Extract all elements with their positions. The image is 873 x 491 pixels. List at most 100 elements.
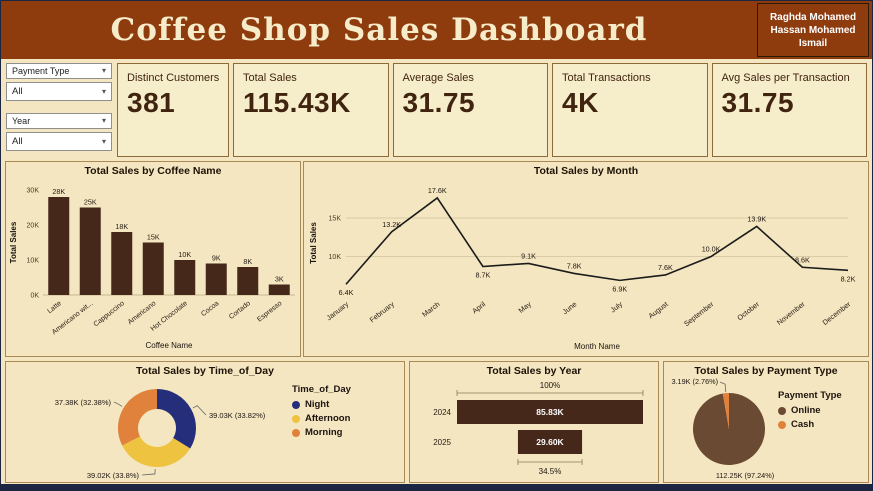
chevron-down-icon: ▾ (101, 86, 106, 96)
chevron-down-icon: ▾ (101, 66, 106, 75)
payment-type-slicer-header[interactable]: Payment Type ▾ (6, 63, 112, 79)
svg-text:Month Name: Month Name (574, 342, 620, 351)
legend-item[interactable]: Night (292, 399, 351, 410)
legend-label: Afternoon (305, 413, 351, 424)
svg-text:May: May (517, 299, 534, 315)
kpi-row: Distinct Customers 381 Total Sales 115.4… (117, 63, 867, 157)
coffee-name-chart-panel: Total Sales by Coffee Name 0K 10K 20K 30K 28… (5, 161, 301, 357)
svg-text:13.9K: 13.9K (747, 214, 766, 223)
svg-text:30K: 30K (27, 188, 40, 195)
svg-text:15K: 15K (329, 215, 342, 222)
chevron-down-icon: ▾ (101, 116, 106, 125)
svg-text:April: April (470, 299, 487, 315)
svg-text:29.60K: 29.60K (536, 437, 564, 447)
kpi-card-total-sales: Total Sales 115.43K (233, 63, 389, 157)
svg-text:November: November (775, 299, 807, 327)
month-line-chart[interactable]: 10K 15K January February March April May June Ju… (306, 177, 866, 353)
legend-label: Cash (791, 419, 815, 430)
kpi-value: 115.43K (243, 87, 351, 118)
svg-text:85.83K: 85.83K (536, 407, 564, 417)
kpi-card-total-transactions: Total Transactions 4K (552, 63, 708, 157)
legend-item[interactable]: Afternoon (292, 413, 351, 424)
svg-text:March: March (420, 299, 441, 318)
svg-text:100%: 100% (540, 381, 560, 390)
payment-type-slicer-dropdown[interactable]: All ▾ (6, 82, 112, 101)
kpi-value: 31.75 (721, 87, 795, 118)
header-banner: Coffee Shop Sales Dashboard Raghda Moham… (1, 1, 872, 59)
chart-title: Total Sales by Payment Type (694, 365, 838, 377)
svg-text:December: December (821, 299, 853, 327)
svg-text:October: October (735, 299, 761, 322)
legend-dot-icon (292, 414, 300, 423)
svg-text:Espresso: Espresso (256, 300, 283, 324)
kpi-value: 4K (562, 87, 599, 118)
time-of-day-donut-chart[interactable]: 39.03K (33.82%) 39.02K (33.8%) 37.38K (32.… (7, 377, 403, 481)
svg-text:January: January (325, 299, 351, 322)
year-chart-panel: Total Sales by Year 100% 85.83K 2024 29.60K… (409, 361, 659, 483)
svg-text:2024: 2024 (433, 408, 451, 417)
svg-text:112.25K (97.24%): 112.25K (97.24%) (716, 471, 774, 480)
svg-text:39.02K (33.8%): 39.02K (33.8%) (87, 471, 140, 480)
svg-text:34.5%: 34.5% (539, 467, 562, 476)
page-title: Coffee Shop Sales Dashboard (110, 12, 648, 48)
svg-text:September: September (682, 299, 716, 328)
svg-text:37.38K (32.38%): 37.38K (32.38%) (55, 398, 112, 407)
year-slicer-dropdown[interactable]: All ▾ (6, 132, 112, 151)
legend-item[interactable]: Online (778, 405, 842, 416)
kpi-label: Avg Sales per Transaction (721, 72, 850, 84)
kpi-card-avg-sales-per-transaction: Avg Sales per Transaction 31.75 (711, 63, 867, 157)
filter-sidebar: Payment Type ▾ All ▾ Year ▾ All ▾ (6, 63, 112, 157)
svg-text:August: August (647, 299, 670, 320)
year-slicer-header[interactable]: Year ▾ (6, 113, 112, 129)
legend-dot-icon (778, 420, 786, 429)
legend-dot-icon (292, 400, 300, 409)
svg-text:July: July (608, 299, 624, 314)
payment-type-pie-chart[interactable]: 3.19K (2.76%) 112.25K (97.24%) (665, 377, 867, 481)
svg-text:17.6K: 17.6K (428, 186, 447, 195)
svg-text:Cocoa: Cocoa (200, 300, 220, 318)
svg-text:2025: 2025 (433, 438, 451, 447)
kpi-label: Total Sales (243, 72, 297, 84)
slicer-selected-value: All (12, 136, 23, 147)
svg-text:Latte: Latte (46, 300, 63, 315)
slicer-label: Payment Type (12, 66, 70, 76)
svg-text:8.2K: 8.2K (841, 274, 856, 283)
year-slicer: Year ▾ All ▾ (6, 113, 112, 151)
legend-item[interactable]: Morning (292, 427, 351, 438)
slicer-selected-value: All (12, 86, 23, 97)
year-funnel-chart[interactable]: 100% 85.83K 2024 29.60K 2025 34.5% (411, 377, 657, 481)
svg-text:8K: 8K (243, 257, 252, 266)
svg-text:3K: 3K (275, 275, 284, 284)
chart-title: Total Sales by Month (533, 165, 639, 177)
svg-text:10K: 10K (329, 254, 342, 261)
payment-type-slicer: Payment Type ▾ All ▾ (6, 63, 112, 101)
payment-type-chart-panel: Total Sales by Payment Type 3.19K (2.76%… (663, 361, 869, 483)
svg-text:25K: 25K (84, 198, 97, 207)
legend-title: Time_of_Day (292, 384, 351, 395)
legend-item[interactable]: Cash (778, 419, 842, 430)
svg-text:Total Sales: Total Sales (9, 221, 18, 263)
svg-text:7.6K: 7.6K (658, 263, 673, 272)
kpi-card-average-sales: Average Sales 31.75 (392, 63, 548, 157)
time-of-day-legend: Time_of_Day Night Afternoon Morning (292, 384, 351, 441)
svg-text:18K: 18K (115, 222, 128, 231)
svg-text:7.8K: 7.8K (567, 261, 582, 270)
svg-text:13.2K: 13.2K (382, 220, 401, 229)
legend-title: Payment Type (778, 390, 842, 401)
chevron-down-icon: ▾ (101, 136, 106, 146)
kpi-label: Total Transactions (562, 72, 651, 84)
month-chart-panel: Total Sales by Month 10K 15K January Februa… (303, 161, 869, 357)
svg-text:10K: 10K (178, 250, 191, 259)
svg-text:9.1K: 9.1K (521, 251, 536, 260)
svg-text:8.7K: 8.7K (476, 270, 491, 279)
svg-text:February: February (368, 299, 397, 324)
svg-text:0K: 0K (30, 293, 39, 300)
svg-text:39.03K (33.82%): 39.03K (33.82%) (209, 411, 266, 420)
svg-text:28K: 28K (52, 187, 65, 196)
slicer-label: Year (12, 116, 31, 126)
svg-text:15K: 15K (147, 233, 160, 242)
svg-text:10K: 10K (27, 258, 40, 265)
payment-type-legend: Payment Type Online Cash (778, 390, 842, 433)
